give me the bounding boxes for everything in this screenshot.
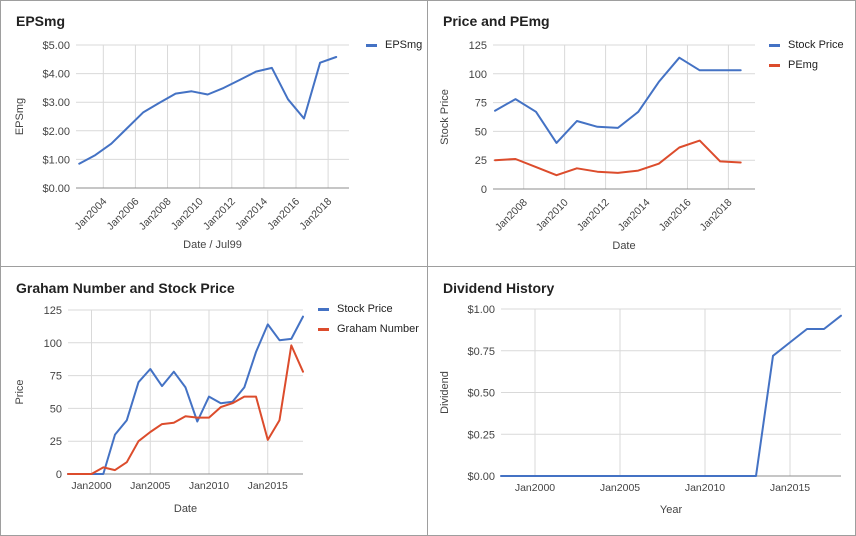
legend-label: Graham Number xyxy=(337,323,419,335)
y-tick-label: 25 xyxy=(50,436,62,448)
legend-item: PEmg xyxy=(769,55,844,75)
legend-label: Stock Price xyxy=(337,303,393,315)
y-tick-label: 100 xyxy=(469,69,487,81)
y-tick-label: 125 xyxy=(44,305,62,317)
x-tick-label: Jan2012 xyxy=(201,196,238,233)
x-tick-label: Jan2000 xyxy=(71,480,111,492)
chart-canvas: $0.00 $0.25 $0.50 $0.75 $1.00 Jan2000 Jan2005 J… xyxy=(439,304,842,516)
legend: EPSmg xyxy=(366,35,422,55)
legend: Stock Price Graham Number xyxy=(318,299,419,339)
x-tick-label: Jan2015 xyxy=(248,480,288,492)
x-tick-label: Jan2008 xyxy=(137,196,174,233)
y-axis-title: Stock Price xyxy=(439,89,451,145)
y-tick-label: 25 xyxy=(475,155,487,167)
x-tick-label: Jan2008 xyxy=(493,197,530,234)
legend-label: EPSmg xyxy=(385,39,423,51)
x-tick-label: Jan2010 xyxy=(685,482,725,494)
x-tick-label: Jan2005 xyxy=(130,480,170,492)
legend-swatch xyxy=(318,307,329,311)
x-tick-label: Jan2018 xyxy=(698,197,735,234)
x-tick-label: Jan2010 xyxy=(534,197,571,234)
chart-title: EPSmg xyxy=(16,13,66,29)
y-tick-label: $1.00 xyxy=(467,304,495,316)
chart-panel-price-pemg: Price and PEmg 0 25 50 75 100 125 Jan2008 Jan20… xyxy=(427,0,856,268)
x-tick-label: Jan2010 xyxy=(169,196,206,233)
x-tick-label: Jan2012 xyxy=(575,197,612,234)
legend-swatch xyxy=(366,43,377,47)
y-tick-label: 0 xyxy=(56,469,62,481)
chart-canvas: 0 25 50 75 100 125 Jan2000 Jan2005 Jan2010 Jan201… xyxy=(14,305,304,515)
y-tick-label: 75 xyxy=(50,371,62,383)
y-tick-label: 0 xyxy=(481,184,487,196)
legend-label: Stock Price xyxy=(788,39,844,51)
x-tick-label: Jan2015 xyxy=(770,482,810,494)
chart-panel-dividend: Dividend History $0.00 $0.25 $0.50 $0.75 $1.… xyxy=(427,266,856,536)
x-axis-title: Date xyxy=(174,503,197,515)
legend-swatch xyxy=(318,327,329,331)
y-tick-label: 50 xyxy=(475,126,487,138)
y-tick-label: $0.50 xyxy=(467,388,495,400)
chart-title: Graham Number and Stock Price xyxy=(16,280,235,296)
series-line xyxy=(78,56,338,165)
legend-item: Stock Price xyxy=(318,299,419,319)
y-tick-label: $0.25 xyxy=(467,429,495,441)
x-tick-label: Jan2016 xyxy=(265,196,302,233)
x-tick-label: Jan2004 xyxy=(72,196,109,233)
y-axis-title: Dividend xyxy=(439,371,451,414)
x-axis-title: Date xyxy=(612,240,635,252)
x-tick-label: Jan2016 xyxy=(657,197,694,234)
y-tick-label: $0.00 xyxy=(467,471,495,483)
chart-panel-graham: Graham Number and Stock Price 0 25 50 75 100… xyxy=(0,266,428,536)
y-tick-label: $0.00 xyxy=(42,183,70,195)
legend-swatch xyxy=(769,43,780,47)
y-tick-label: $4.00 xyxy=(42,69,70,81)
y-axis-title: EPSmg xyxy=(14,98,26,135)
x-tick-label: Jan2000 xyxy=(515,482,555,494)
y-tick-label: $1.00 xyxy=(42,154,70,166)
y-tick-label: $0.75 xyxy=(467,346,495,358)
legend-item: Stock Price xyxy=(769,35,844,55)
legend-item: Graham Number xyxy=(318,319,419,339)
x-axis-title: Date / Jul99 xyxy=(183,239,242,251)
series-line xyxy=(494,139,742,177)
x-tick-label: Jan2006 xyxy=(105,196,142,233)
x-tick-label: Jan2014 xyxy=(233,196,270,233)
x-axis-title: Year xyxy=(660,504,683,516)
chart-canvas: $0.00$1.00$2.00$3.00$4.00$5.00Jan2004Jan… xyxy=(14,40,349,251)
series-line xyxy=(500,314,842,477)
y-tick-label: 50 xyxy=(50,403,62,415)
x-tick-label: Jan2014 xyxy=(616,197,653,234)
y-tick-label: $2.00 xyxy=(42,126,70,138)
x-tick-label: Jan2010 xyxy=(189,480,229,492)
chart-panel-epsmg: EPSmg $0.00 $1.00 $2.00 $3.00 $4.00 $5.00 Jan2… xyxy=(0,0,428,268)
x-tick-label: Jan2005 xyxy=(600,482,640,494)
y-axis-title: Price xyxy=(14,379,26,404)
chart-title: Dividend History xyxy=(443,280,555,296)
series-line xyxy=(67,315,304,475)
x-tick-label: Jan2018 xyxy=(297,196,334,233)
legend-item: EPSmg xyxy=(366,35,422,55)
chart-title: Price and PEmg xyxy=(443,13,550,29)
series-line xyxy=(494,56,742,144)
legend-label: PEmg xyxy=(788,59,818,71)
series-line xyxy=(67,344,304,475)
y-tick-label: 100 xyxy=(44,338,62,350)
legend: Stock Price PEmg xyxy=(769,35,844,75)
y-tick-label: 125 xyxy=(469,40,487,52)
y-tick-label: $5.00 xyxy=(42,40,70,52)
y-tick-label: 75 xyxy=(475,98,487,110)
y-tick-label: $3.00 xyxy=(42,97,70,109)
legend-swatch xyxy=(769,63,780,67)
